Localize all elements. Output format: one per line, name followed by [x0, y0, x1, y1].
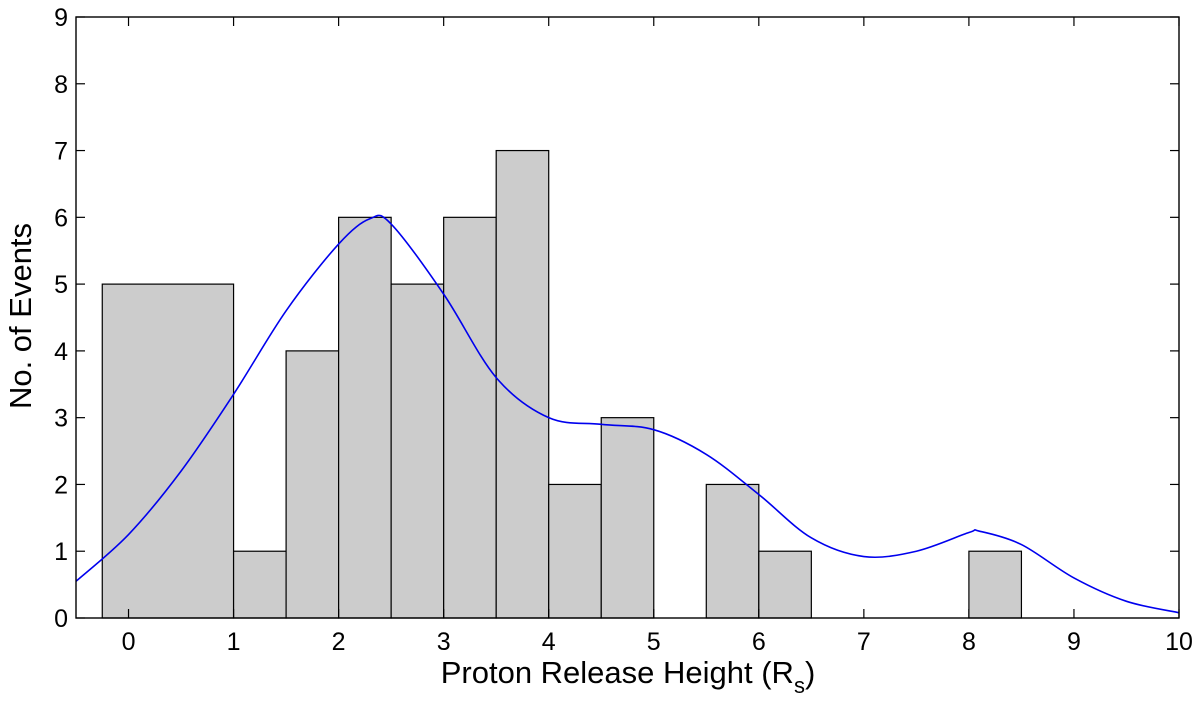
histogram-bar-7 — [548, 483, 602, 619]
x-tick-label: 8 — [962, 628, 976, 656]
y-tick-label: 0 — [54, 605, 68, 633]
x-tick-label: 9 — [1067, 628, 1081, 656]
y-tick-label: 8 — [54, 71, 68, 99]
histogram-bar-8 — [600, 417, 655, 619]
histogram-bar-5 — [443, 216, 497, 619]
x-tick-label: 6 — [752, 628, 766, 656]
histogram-bar-2 — [285, 350, 340, 619]
x-axis-title: Proton Release Height (Rs) — [441, 655, 816, 698]
x-tick-label: 5 — [647, 628, 661, 656]
y-tick-label: 3 — [54, 405, 68, 433]
y-tick-label: 1 — [54, 538, 68, 566]
y-tick-label: 5 — [54, 271, 68, 299]
histogram-bar-4 — [390, 283, 445, 619]
y-tick-label: 6 — [54, 204, 68, 232]
x-tick-label: 7 — [857, 628, 871, 656]
histogram-bar-10 — [758, 550, 812, 619]
y-tick-label: 4 — [54, 338, 68, 366]
x-tick-label: 0 — [122, 628, 136, 656]
plot-frame — [75, 16, 1180, 619]
x-tick-label: 1 — [227, 628, 241, 656]
histogram-bar-3 — [338, 216, 392, 619]
y-axis-title: No. of Events — [3, 223, 38, 409]
y-tick-label: 9 — [54, 4, 68, 32]
histogram-bar-1 — [232, 550, 287, 619]
histogram-bar-11 — [968, 550, 1023, 619]
density-curve — [75, 214, 1180, 614]
bars-layer — [101, 149, 1023, 619]
x-tick-label: 3 — [437, 628, 451, 656]
x-tick-label: 2 — [332, 628, 346, 656]
histogram-bar-9 — [705, 483, 760, 619]
ticks-layer: 0 1 2 3 4 5 6 7 8 9 10 0 1 2 3 4 5 6 7 8 9 — [54, 4, 1193, 656]
y-tick-label: 2 — [54, 471, 68, 499]
histogram-bar-0 — [101, 283, 235, 619]
x-tick-label: 10 — [1165, 628, 1193, 656]
y-tick-label: 7 — [54, 138, 68, 166]
histogram-bar-6 — [495, 149, 550, 619]
x-tick-label: 4 — [542, 628, 556, 656]
